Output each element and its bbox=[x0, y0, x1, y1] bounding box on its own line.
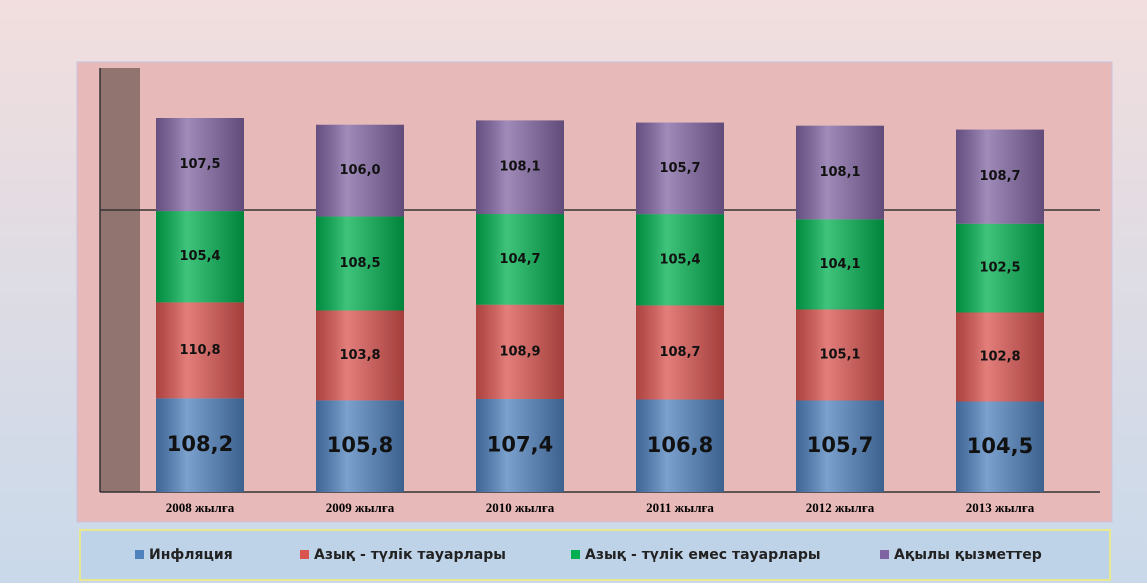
wall bbox=[100, 68, 140, 492]
bar-shine bbox=[636, 214, 724, 306]
bar-shine bbox=[796, 400, 884, 492]
value-label: 105,4 bbox=[659, 252, 700, 267]
x-tick-label: 2008 жылға bbox=[166, 500, 235, 515]
legend-swatch bbox=[135, 550, 144, 559]
bar-shine bbox=[156, 302, 244, 399]
bar-shine bbox=[636, 122, 724, 215]
bar-shine bbox=[796, 125, 884, 220]
plot-area bbox=[76, 61, 1113, 523]
bar-shine bbox=[316, 216, 404, 311]
value-label: 108,2 bbox=[167, 432, 233, 456]
bar-shine bbox=[636, 305, 724, 400]
value-label: 105,8 bbox=[327, 433, 393, 457]
value-label: 102,8 bbox=[979, 349, 1020, 364]
value-label: 104,1 bbox=[819, 257, 860, 272]
bar-shine bbox=[476, 214, 564, 305]
bar-shine bbox=[796, 219, 884, 310]
bar-shine bbox=[636, 399, 724, 492]
value-label: 108,7 bbox=[979, 169, 1020, 184]
legend-swatch bbox=[880, 550, 889, 559]
value-label: 104,7 bbox=[499, 252, 540, 267]
value-label: 108,1 bbox=[819, 165, 860, 180]
x-tick-label: 2010 жылға bbox=[486, 500, 555, 515]
value-label: 110,8 bbox=[179, 343, 220, 358]
x-tick-label: 2013 жылға bbox=[966, 500, 1035, 515]
x-tick-label: 2011 жылға bbox=[646, 500, 714, 515]
bar-shine bbox=[316, 124, 404, 217]
value-label: 108,9 bbox=[499, 344, 540, 359]
value-label: 107,4 bbox=[487, 432, 553, 456]
value-label: 104,5 bbox=[967, 434, 1033, 458]
x-tick-label: 2009 жылға bbox=[326, 500, 395, 515]
bar-shine bbox=[156, 211, 244, 303]
bar-shine bbox=[956, 401, 1044, 492]
bar-shine bbox=[316, 400, 404, 492]
bar-shine bbox=[156, 118, 244, 212]
value-label: 106,8 bbox=[647, 433, 713, 457]
value-label: 108,5 bbox=[339, 256, 380, 271]
bar-shine bbox=[476, 120, 564, 215]
bar-shine bbox=[476, 304, 564, 399]
bar-shine bbox=[476, 398, 564, 492]
legend-swatch bbox=[571, 550, 580, 559]
value-label: 103,8 bbox=[339, 348, 380, 363]
legend-swatch bbox=[300, 550, 309, 559]
bar-shine bbox=[956, 223, 1044, 313]
value-label: 105,4 bbox=[179, 249, 220, 264]
legend-label: Азық - түлік тауарлары bbox=[314, 547, 506, 563]
value-label: 108,1 bbox=[499, 160, 540, 175]
value-label: 105,7 bbox=[807, 433, 873, 457]
value-label: 105,1 bbox=[819, 347, 860, 362]
value-label: 106,0 bbox=[339, 163, 380, 178]
legend-label: Азық - түлік емес тауарлары bbox=[585, 547, 821, 563]
bar-shine bbox=[796, 309, 884, 401]
bar-shine bbox=[156, 398, 244, 492]
bar-shine bbox=[956, 129, 1044, 224]
bar-shine bbox=[956, 312, 1044, 402]
bar-shine bbox=[316, 310, 404, 401]
value-label: 107,5 bbox=[179, 157, 220, 172]
value-label: 105,7 bbox=[659, 161, 700, 176]
value-label: 108,7 bbox=[659, 345, 700, 360]
value-label: 102,5 bbox=[979, 261, 1020, 276]
legend bbox=[79, 529, 1111, 581]
x-tick-label: 2012 жылға bbox=[806, 500, 875, 515]
legend-label: Инфляция bbox=[149, 547, 233, 563]
legend-label: Ақылы қызметтер bbox=[894, 547, 1042, 563]
